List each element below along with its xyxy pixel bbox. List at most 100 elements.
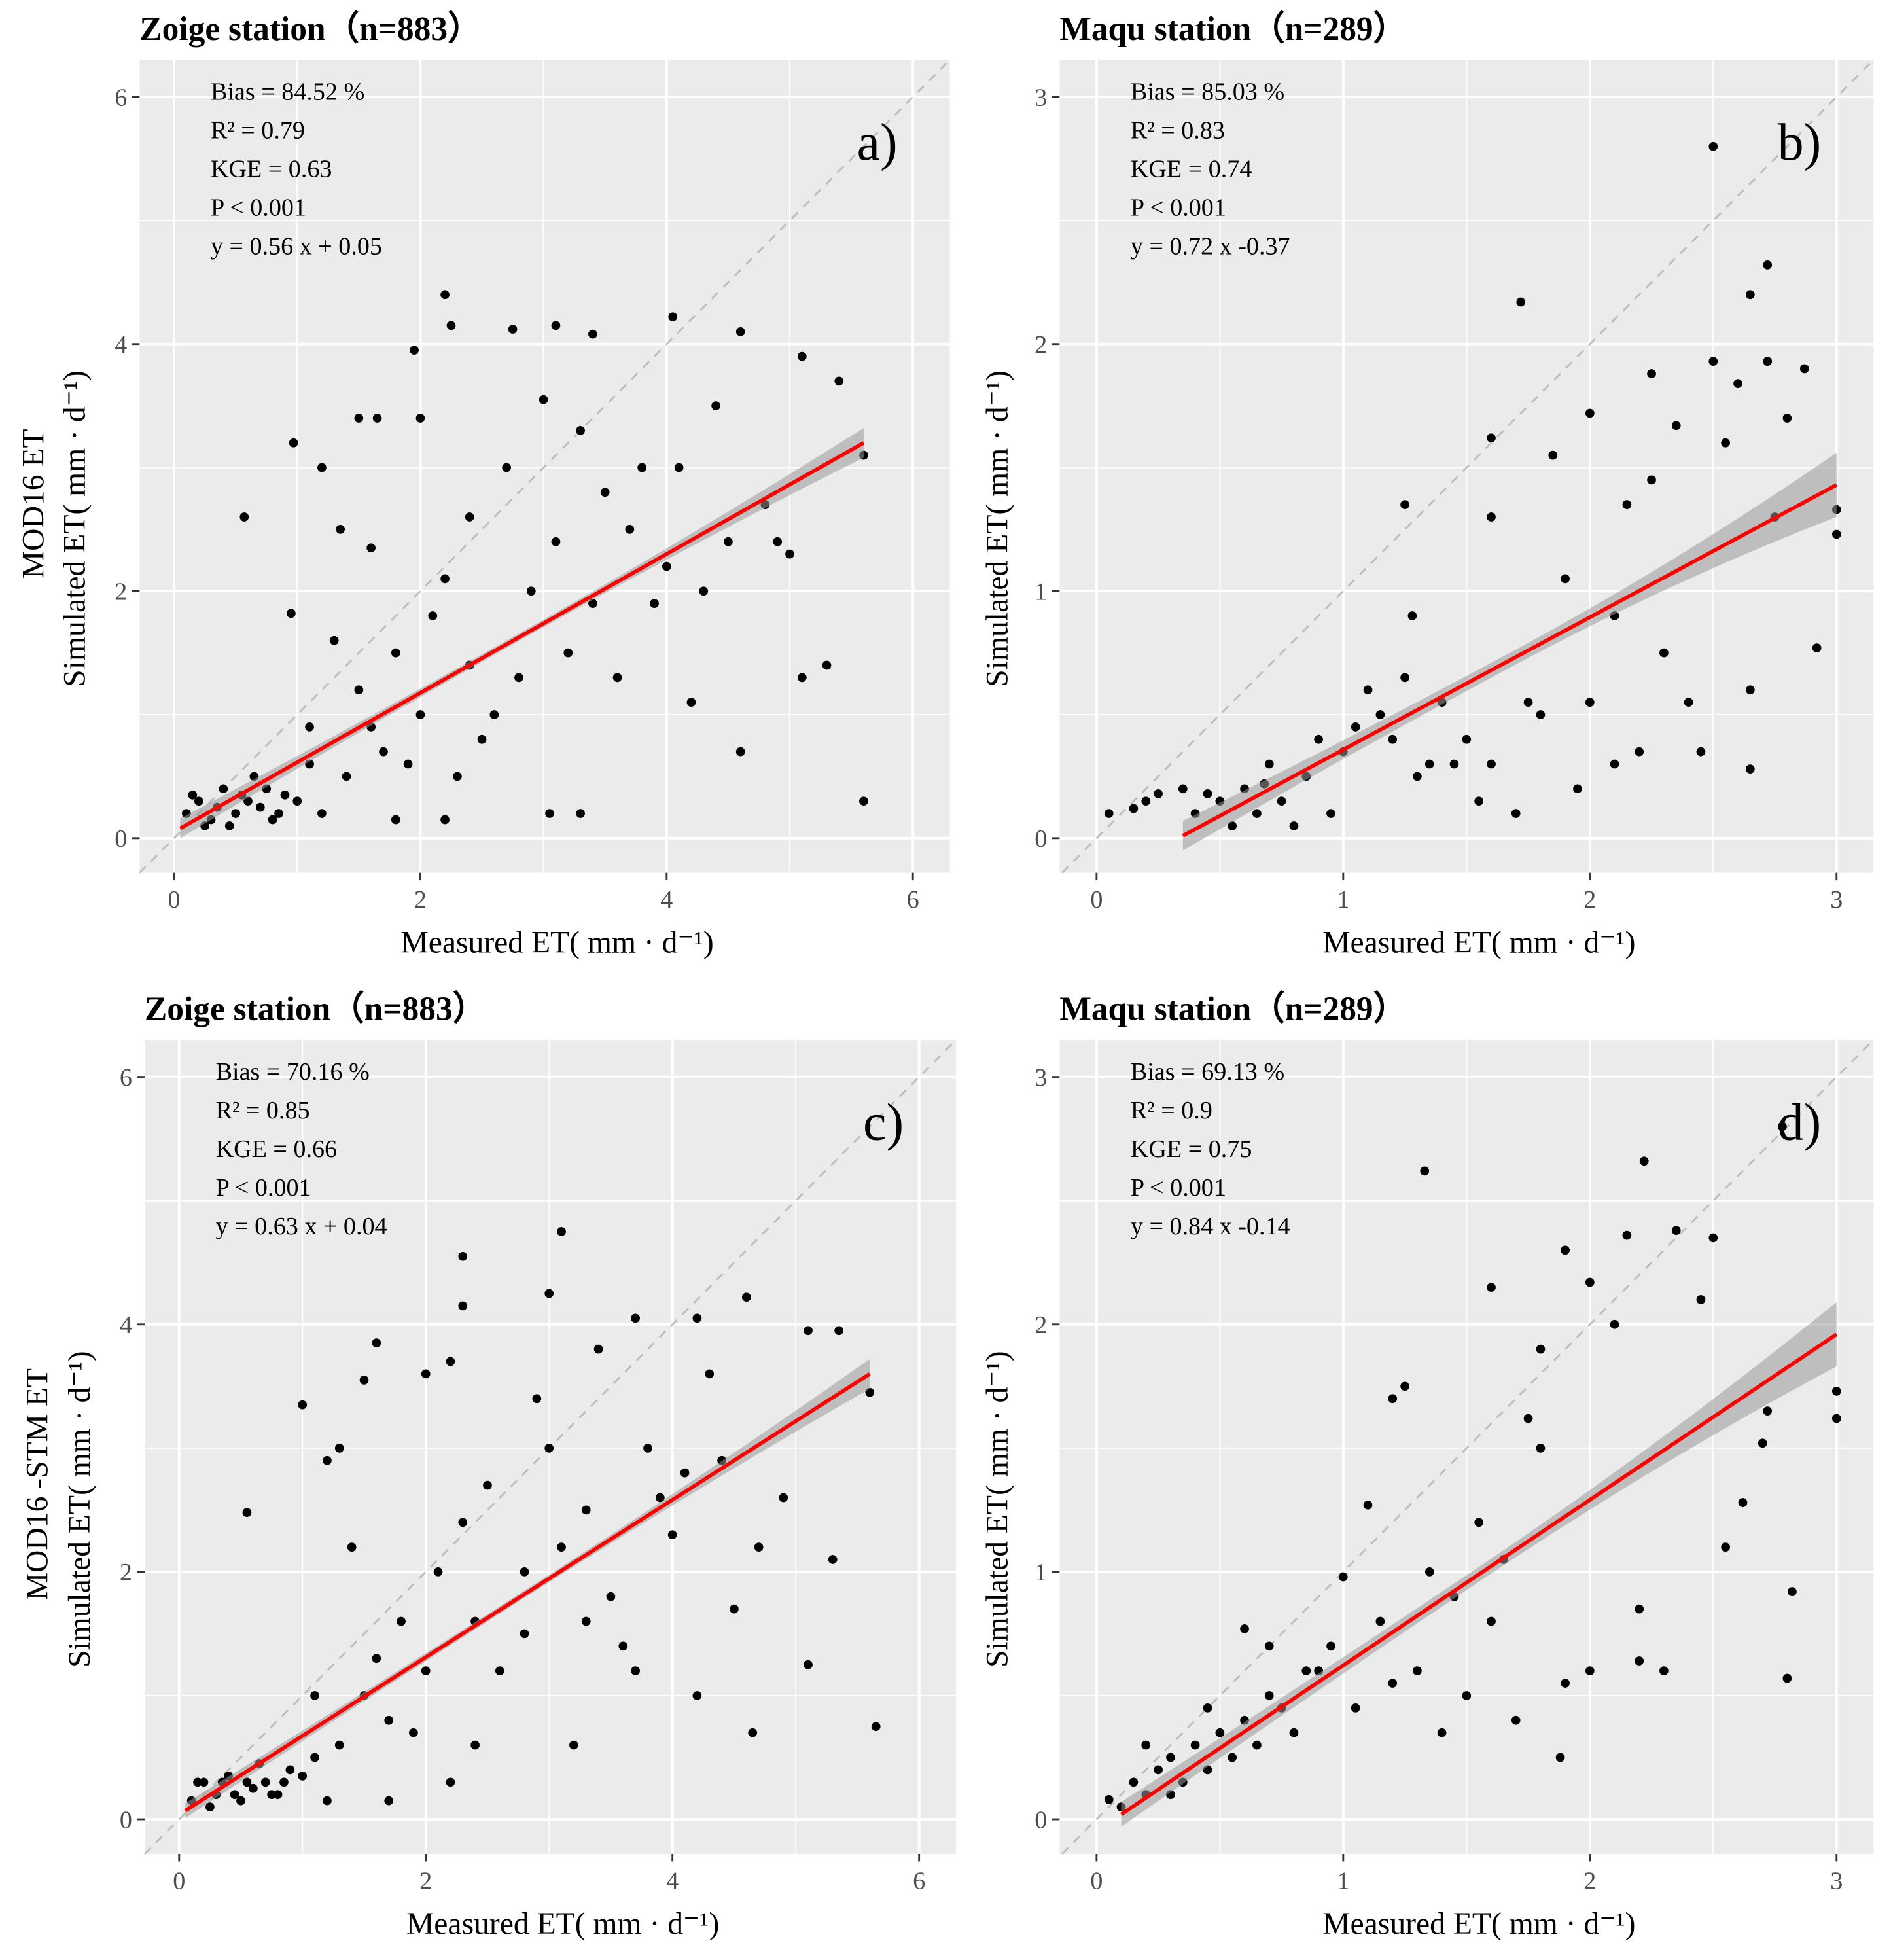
data-point [1635,1604,1644,1614]
data-point [1203,1703,1212,1713]
data-point [1585,408,1595,418]
panel-label: b) [1778,114,1822,171]
data-point [1474,796,1484,806]
data-point [1745,764,1755,774]
data-point [310,1753,319,1762]
data-point [1622,500,1632,509]
data-point [205,1802,215,1811]
data-point [458,1518,468,1527]
data-point [354,414,364,423]
data-point [668,312,678,322]
data-point [1141,796,1151,806]
data-point [1129,1777,1139,1787]
data-point [1487,1616,1496,1626]
data-point [741,1292,751,1302]
data-point [1708,1233,1718,1243]
x-tick-label: 0 [173,1867,185,1895]
data-point [242,1777,252,1787]
data-point [366,543,376,553]
data-point [260,1777,270,1787]
data-point [680,1468,690,1478]
x-tick-label: 4 [660,886,673,914]
confidence-band [180,428,864,838]
outer-y-axis-title: MOD16 -STM ET [20,1368,54,1600]
data-point [1351,722,1360,732]
y-tick-label: 1 [1034,1559,1047,1586]
data-point [1166,1753,1175,1762]
data-point [871,1722,881,1732]
data-point [1536,710,1546,719]
y-tick-label: 3 [1034,1064,1047,1092]
data-point [440,574,450,584]
y-tick-label: 0 [115,825,127,853]
data-point [1301,1666,1311,1676]
data-point [347,1542,357,1552]
data-point [1413,1666,1422,1676]
data-point [292,796,302,806]
data-point [1671,421,1681,431]
data-point [336,525,345,534]
data-point [1647,369,1656,378]
x-tick-label: 3 [1830,1867,1843,1895]
data-point [298,1400,308,1410]
data-point [1523,1414,1533,1423]
data-point [1264,1641,1274,1651]
data-point [1264,759,1274,769]
panel-label: a) [857,114,897,171]
data-point [334,1443,344,1453]
data-point [415,710,425,719]
data-point [859,796,868,806]
data-point [1388,1394,1398,1404]
data-point [298,1771,308,1781]
stat-line: KGE = 0.75 [1131,1135,1252,1163]
data-point [1788,1587,1797,1597]
data-point [1462,1691,1472,1700]
data-point [1708,357,1718,366]
data-point [1351,1703,1360,1713]
panel-title: Zoige station（n=883） [145,990,486,1027]
data-point [1363,685,1373,695]
data-point [446,1777,455,1787]
data-point [797,351,807,361]
y-tick-label: 2 [1034,331,1047,359]
data-point [1585,698,1595,707]
y-tick-label: 3 [1034,84,1047,112]
y-tick-label: 0 [1034,1806,1047,1834]
data-point [692,1691,702,1700]
data-point [502,463,512,472]
data-point [593,1344,603,1354]
data-point [329,635,339,645]
x-tick-label: 1 [1337,886,1349,914]
data-point [1240,1624,1249,1633]
data-point [1407,611,1417,620]
data-point [631,1666,641,1676]
panel-d: Maqu station（n=289） 0 1 2 3 0 1 2 3 Bias = 69.13 … [980,990,1875,1941]
data-point [705,1369,715,1379]
data-point [1400,500,1409,509]
data-point [415,414,425,423]
data-point [1487,512,1496,522]
panel-c: Zoige station（n=883） 0 2 4 6 0 2 4 6 Bias = 70.16… [20,990,957,1941]
stat-line: Bias = 69.13 % [1131,1058,1284,1086]
data-point [242,1508,252,1518]
regression-line [1120,1332,1838,1816]
data-point [822,660,832,670]
data-point [483,1480,492,1490]
data-point [1555,1753,1565,1762]
stat-line: Bias = 84.52 % [211,79,364,106]
x-axis-title: Measured ET( mm · d⁻¹) [400,926,713,960]
data-point [1635,747,1644,757]
data-point [305,722,314,732]
data-point [1413,772,1422,781]
data-point [1449,759,1459,769]
data-point [1154,1765,1163,1775]
stat-line: Bias = 70.16 % [216,1058,370,1086]
data-point [545,809,554,818]
x-tick-label: 6 [913,1867,925,1895]
data-point [410,346,419,355]
data-point [372,1338,381,1347]
data-point [637,463,647,472]
x-tick-label: 2 [414,886,427,914]
data-point [1314,734,1323,744]
